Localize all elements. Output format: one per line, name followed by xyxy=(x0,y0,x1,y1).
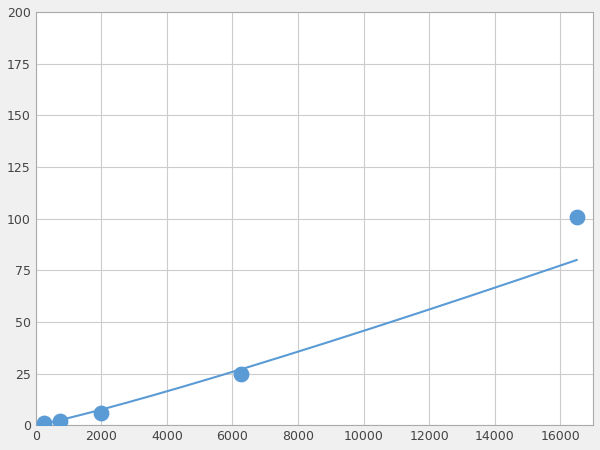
Point xyxy=(236,370,245,377)
Point xyxy=(97,409,106,416)
Point xyxy=(572,213,581,220)
Point xyxy=(39,419,49,427)
Point xyxy=(55,418,65,425)
